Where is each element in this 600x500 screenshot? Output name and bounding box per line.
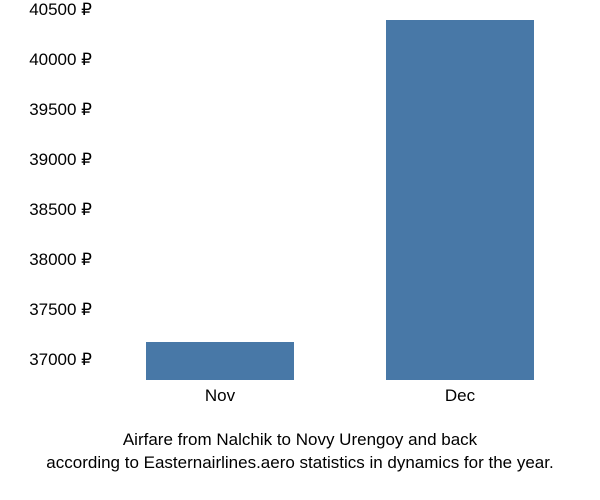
caption-line-2: according to Easternairlines.aero statis… [46, 453, 553, 472]
x-tick-label: Nov [205, 386, 235, 406]
y-tick-label: 39000 ₽ [12, 150, 92, 170]
bar-nov [146, 342, 295, 380]
y-tick-label: 39500 ₽ [12, 100, 92, 120]
bar-dec [386, 20, 535, 380]
y-tick-label: 37000 ₽ [12, 350, 92, 370]
chart-area: 37000 ₽37500 ₽38000 ₽38500 ₽39000 ₽39500… [100, 10, 580, 405]
y-tick-label: 38000 ₽ [12, 250, 92, 270]
plot-area: 37000 ₽37500 ₽38000 ₽38500 ₽39000 ₽39500… [100, 10, 580, 380]
y-tick-label: 38500 ₽ [12, 200, 92, 220]
chart-caption: Airfare from Nalchik to Novy Urengoy and… [0, 429, 600, 475]
y-tick-label: 40500 ₽ [12, 0, 92, 20]
chart-container: 37000 ₽ 37500 ₽ 38000 ₽ 38500 ₽ 39000 ₽ 39500… [0, 0, 600, 500]
y-tick-label: 40000 ₽ [12, 50, 92, 70]
caption-line-1: Airfare from Nalchik to Novy Urengoy and… [123, 430, 477, 449]
x-tick-label: Dec [445, 386, 475, 406]
y-tick-label: 37500 ₽ [12, 300, 92, 320]
